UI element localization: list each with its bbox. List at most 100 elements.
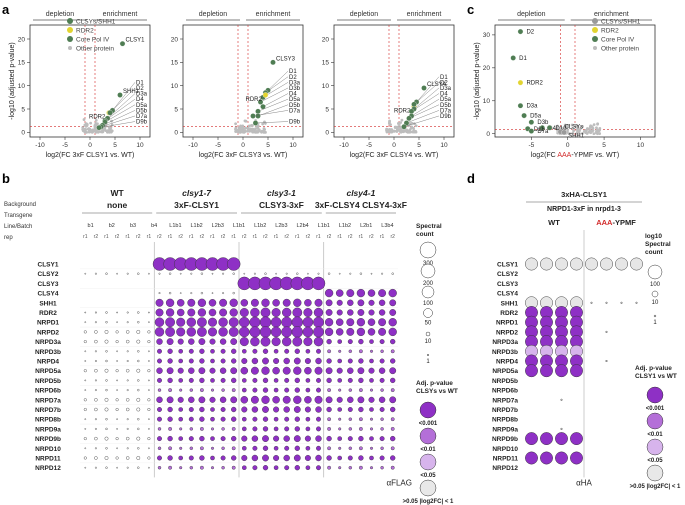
group-background: clsy3-1 [267, 188, 296, 198]
y-tick-label: 0 [486, 131, 490, 138]
y-tick-label: 15 [171, 60, 179, 67]
row-header: Background [4, 202, 36, 208]
point-label: D1 [136, 80, 144, 86]
protein-label: NRPD9a [492, 426, 518, 433]
protein-label: NRPD3a [492, 339, 518, 346]
spectral-dot [525, 257, 538, 271]
spectral-dot [155, 308, 164, 317]
spectral-dot [327, 349, 331, 354]
protein-label: CLSY4 [38, 291, 59, 298]
other-protein-point [261, 122, 265, 126]
spectral-dot [187, 308, 196, 317]
spectral-dot [338, 388, 342, 392]
spectral-dot [137, 388, 140, 392]
spectral-dot [305, 416, 311, 422]
spectral-dot [346, 289, 355, 298]
spectral-dot [197, 298, 207, 307]
rep-label: r2 [94, 234, 99, 240]
spectral-dot [231, 388, 236, 392]
spectral-dot [570, 451, 583, 465]
spectral-dot [197, 308, 207, 317]
adj-dot [646, 386, 664, 404]
spectral-dot [388, 327, 397, 337]
spectral-dot [199, 388, 204, 392]
spectral-dot [284, 387, 290, 393]
y-tick-label: 0 [325, 130, 329, 137]
data-point [517, 79, 524, 86]
spectral-dot [242, 349, 247, 354]
spectral-dot [275, 272, 277, 275]
leader-line [265, 76, 289, 93]
spectral-dot [166, 338, 174, 345]
spectral-dot [218, 317, 228, 327]
group-background: WT [110, 188, 124, 198]
data-point [510, 55, 516, 61]
other-protein-point [390, 128, 394, 131]
spectral-dot [189, 388, 194, 392]
y-tick-label: 20 [171, 36, 179, 43]
spectral-dot [207, 317, 217, 327]
other-protein-point [254, 130, 258, 134]
spectral-dot [240, 299, 249, 307]
spectral-dot [125, 436, 130, 441]
spectral-dot [379, 407, 385, 412]
leader-line [406, 110, 440, 124]
rep-label: r2 [284, 234, 289, 240]
y-tick-label: 5 [174, 106, 178, 113]
spectral-dot [348, 388, 352, 392]
spectral-dot [356, 288, 366, 298]
data-point [401, 123, 407, 130]
spectral-dot [283, 454, 290, 462]
spectral-dot [347, 407, 353, 412]
point-label: D5b [440, 103, 452, 109]
rep-label: r2 [327, 234, 332, 240]
spectral-dot [221, 388, 225, 392]
spectral-dot [390, 388, 395, 392]
spectral-dot [147, 408, 151, 412]
spectral-dot [273, 378, 279, 383]
rep-label: r1 [316, 234, 321, 240]
spectral-dot [293, 366, 302, 375]
spectral-dot [220, 348, 226, 354]
data-point [262, 92, 269, 98]
spectral-dot [136, 397, 141, 402]
spectral-dot [358, 377, 364, 384]
spectral-dot [240, 366, 249, 375]
leader-line [411, 98, 440, 117]
spectral-dot [335, 289, 344, 297]
spectral-dot [239, 316, 250, 328]
other-protein-point [93, 126, 97, 129]
spectral-dot [84, 360, 87, 362]
point-label: D4 [136, 97, 144, 103]
other-protein-point [388, 128, 391, 132]
group-background: clsy4-1 [346, 188, 375, 198]
spectral-dot [313, 307, 324, 318]
protein-label: SHH1 [501, 300, 519, 307]
spectral-dot [380, 417, 384, 421]
spectral-dot [283, 435, 290, 442]
spectral-dot [105, 272, 108, 275]
point-label: CLSY4 [427, 82, 447, 88]
leader-line [413, 87, 440, 110]
spectral-dot [380, 388, 384, 392]
spectral-dot [148, 389, 150, 391]
spectral-dot [147, 340, 151, 344]
other-protein-point [556, 124, 559, 128]
spectral-dot [208, 299, 217, 307]
spectral-dot [104, 407, 109, 412]
spectral-dot [84, 428, 87, 430]
point-label: D4 [548, 126, 556, 132]
spectral-dot [389, 299, 397, 307]
rep-label: r1 [83, 234, 88, 240]
spectral-dot [304, 435, 311, 442]
batch-label: L1b1 [318, 223, 330, 229]
spectral-dot [126, 447, 129, 450]
spectral-dot [199, 377, 205, 384]
spectral-dot [336, 396, 343, 403]
spectral-dot [115, 456, 119, 460]
legend-label: CLSYs/SHH1 [76, 19, 116, 26]
spectral-dot [390, 426, 395, 431]
spectral-dot [262, 357, 269, 365]
spectral-dot [305, 426, 311, 432]
spectral-dot [188, 367, 195, 374]
